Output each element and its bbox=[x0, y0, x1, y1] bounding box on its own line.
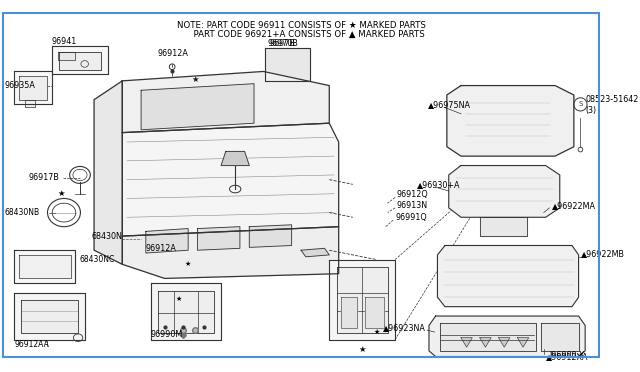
Text: 68430NC: 68430NC bbox=[80, 255, 115, 264]
Polygon shape bbox=[94, 81, 122, 264]
Polygon shape bbox=[329, 260, 395, 340]
Text: 9697B: 9697B bbox=[270, 39, 296, 48]
Polygon shape bbox=[440, 323, 536, 351]
Text: 96935A: 96935A bbox=[4, 81, 36, 90]
Text: 96912Q: 96912Q bbox=[397, 190, 429, 199]
Polygon shape bbox=[517, 338, 529, 347]
Text: 96991Q: 96991Q bbox=[395, 213, 427, 222]
Polygon shape bbox=[150, 283, 221, 340]
Text: 68430NB: 68430NB bbox=[4, 208, 40, 217]
Polygon shape bbox=[52, 46, 108, 74]
Polygon shape bbox=[122, 227, 339, 278]
Text: 96990M: 96990M bbox=[150, 330, 183, 339]
Polygon shape bbox=[58, 52, 76, 60]
Polygon shape bbox=[14, 292, 84, 340]
Text: ★: ★ bbox=[185, 261, 191, 267]
Polygon shape bbox=[499, 338, 510, 347]
Polygon shape bbox=[541, 323, 579, 351]
Polygon shape bbox=[480, 217, 527, 236]
Text: 96912AA: 96912AA bbox=[14, 340, 49, 349]
Text: ▲96922MA: ▲96922MA bbox=[552, 201, 596, 209]
Polygon shape bbox=[19, 76, 47, 100]
Polygon shape bbox=[198, 227, 240, 250]
Polygon shape bbox=[447, 86, 574, 156]
Text: 96970B: 96970B bbox=[267, 39, 298, 48]
Polygon shape bbox=[461, 338, 472, 347]
Text: ▲96912XA: ▲96912XA bbox=[546, 352, 588, 361]
Polygon shape bbox=[14, 71, 52, 105]
Text: S: S bbox=[579, 102, 582, 108]
Text: 96912A: 96912A bbox=[146, 244, 177, 253]
Polygon shape bbox=[26, 100, 35, 107]
Polygon shape bbox=[221, 151, 250, 166]
Polygon shape bbox=[337, 267, 388, 333]
Text: 68430N: 68430N bbox=[92, 232, 122, 241]
Polygon shape bbox=[438, 246, 579, 307]
Polygon shape bbox=[60, 52, 100, 70]
Text: 96913N: 96913N bbox=[397, 201, 428, 209]
Text: J96900·X: J96900·X bbox=[550, 351, 585, 360]
Text: ▲96930+A: ▲96930+A bbox=[417, 180, 460, 189]
Polygon shape bbox=[19, 255, 70, 278]
Polygon shape bbox=[429, 316, 585, 356]
Polygon shape bbox=[266, 48, 310, 81]
Polygon shape bbox=[480, 338, 491, 347]
Text: ★: ★ bbox=[175, 296, 182, 302]
Polygon shape bbox=[250, 225, 292, 247]
Polygon shape bbox=[122, 71, 329, 132]
Text: 96941: 96941 bbox=[52, 37, 77, 46]
Polygon shape bbox=[301, 248, 329, 257]
Polygon shape bbox=[20, 300, 78, 333]
Text: ▲96923NA: ▲96923NA bbox=[383, 323, 426, 332]
Polygon shape bbox=[141, 84, 254, 130]
Text: 96917B: 96917B bbox=[28, 173, 59, 182]
Polygon shape bbox=[14, 250, 76, 283]
Text: (3): (3) bbox=[585, 106, 596, 115]
Text: 08523-51642: 08523-51642 bbox=[585, 95, 639, 104]
Text: ★: ★ bbox=[191, 74, 198, 83]
Text: ★: ★ bbox=[373, 329, 380, 335]
Polygon shape bbox=[146, 228, 188, 253]
Polygon shape bbox=[340, 297, 358, 328]
Polygon shape bbox=[158, 291, 214, 333]
Text: ★: ★ bbox=[58, 189, 65, 198]
Text: NOTE: PART CODE 96911 CONSISTS OF ★ MARKED PARTS: NOTE: PART CODE 96911 CONSISTS OF ★ MARK… bbox=[177, 21, 426, 30]
Polygon shape bbox=[122, 123, 339, 236]
Text: 96912A: 96912A bbox=[157, 49, 188, 58]
Text: ★: ★ bbox=[358, 344, 366, 353]
Text: ▲96922MB: ▲96922MB bbox=[581, 248, 625, 257]
Polygon shape bbox=[365, 297, 384, 328]
Text: ▲96975NA: ▲96975NA bbox=[428, 100, 471, 109]
Text: PART CODE 96921+A CONSISTS OF ▲ MARKED PARTS: PART CODE 96921+A CONSISTS OF ▲ MARKED P… bbox=[177, 30, 425, 39]
Polygon shape bbox=[449, 166, 560, 217]
